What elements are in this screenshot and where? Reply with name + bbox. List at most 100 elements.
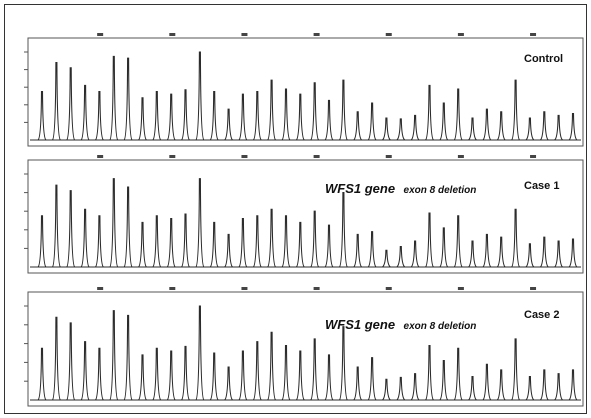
peak: [238, 350, 248, 401]
peak: [209, 91, 219, 141]
peak: [281, 215, 291, 268]
size-marker: [241, 287, 248, 290]
peak: [94, 91, 104, 141]
size-marker: [241, 33, 248, 36]
peak: [453, 347, 463, 401]
peak: [511, 79, 521, 141]
peak: [138, 97, 147, 141]
peak: [37, 91, 47, 141]
peak: [382, 249, 391, 268]
peak: [453, 88, 463, 141]
size-marker: [313, 155, 320, 158]
peak: [353, 111, 363, 141]
peak: [310, 82, 320, 141]
peak: [166, 93, 176, 141]
peak: [51, 316, 61, 401]
peak: [324, 99, 334, 141]
size-marker: [169, 287, 176, 290]
peak: [267, 79, 277, 141]
peak: [295, 221, 305, 268]
annotation-deletion: exon 8 deletion: [404, 321, 477, 332]
peak: [382, 378, 391, 401]
peak: [238, 218, 248, 268]
peak: [310, 338, 320, 401]
peak: [410, 114, 420, 141]
peak: [439, 359, 449, 401]
peak: [382, 117, 391, 141]
peak: [80, 341, 90, 401]
peak: [195, 305, 205, 401]
peak: [66, 67, 76, 141]
peak: [195, 51, 205, 141]
peak: [353, 366, 363, 401]
peak: [181, 89, 190, 141]
peak: [181, 345, 190, 401]
size-marker: [169, 33, 176, 36]
size-marker: [241, 155, 248, 158]
peak: [496, 369, 506, 401]
size-marker: [97, 155, 104, 158]
peak: [468, 117, 477, 141]
peak: [123, 314, 133, 401]
peak: [367, 357, 377, 401]
panel-label: Case 1: [524, 180, 559, 192]
peak: [267, 331, 277, 401]
peak: [482, 363, 492, 401]
size-marker: [530, 287, 537, 290]
size-marker: [530, 155, 537, 158]
peak: [482, 108, 492, 141]
peak: [338, 192, 348, 268]
peak: [539, 236, 549, 268]
peak: [295, 93, 305, 141]
peak: [353, 233, 363, 268]
size-marker: [313, 33, 320, 36]
peak: [568, 113, 578, 141]
peak: [496, 111, 506, 141]
peak: [166, 218, 176, 268]
peak: [511, 208, 521, 268]
size-marker: [385, 287, 392, 290]
peak: [94, 347, 104, 401]
peak: [396, 245, 406, 268]
peak: [482, 233, 492, 268]
peak: [525, 243, 535, 268]
peak: [37, 347, 47, 401]
peak: [224, 108, 234, 141]
size-marker: [313, 287, 320, 290]
peak: [209, 352, 219, 401]
panel-label: Case 2: [524, 309, 559, 321]
panel-label: Control: [524, 53, 563, 65]
peak: [66, 322, 76, 401]
size-marker: [169, 155, 176, 158]
peak: [410, 373, 420, 401]
peak: [138, 221, 147, 268]
peak: [425, 212, 434, 268]
peak: [94, 215, 104, 268]
peak: [453, 215, 463, 268]
panel-frame: [27, 159, 584, 274]
size-marker: [97, 33, 104, 36]
panel-traces: [24, 155, 581, 268]
peak: [525, 117, 535, 141]
peak: [324, 224, 334, 268]
peak: [367, 102, 377, 141]
size-marker: [385, 155, 392, 158]
peak: [410, 240, 420, 268]
peak: [338, 326, 348, 401]
peak: [267, 208, 277, 268]
peak: [224, 366, 234, 401]
peak: [252, 341, 262, 401]
peak: [138, 354, 147, 401]
peak: [281, 344, 291, 401]
peak: [295, 350, 305, 401]
peak: [539, 369, 549, 401]
peak: [568, 238, 578, 268]
size-marker: [385, 33, 392, 36]
peak: [252, 215, 262, 268]
size-marker: [97, 287, 104, 290]
peak: [338, 79, 348, 141]
peak: [554, 114, 563, 141]
annotation-deletion: exon 8 deletion: [404, 185, 477, 196]
peak: [425, 84, 434, 141]
